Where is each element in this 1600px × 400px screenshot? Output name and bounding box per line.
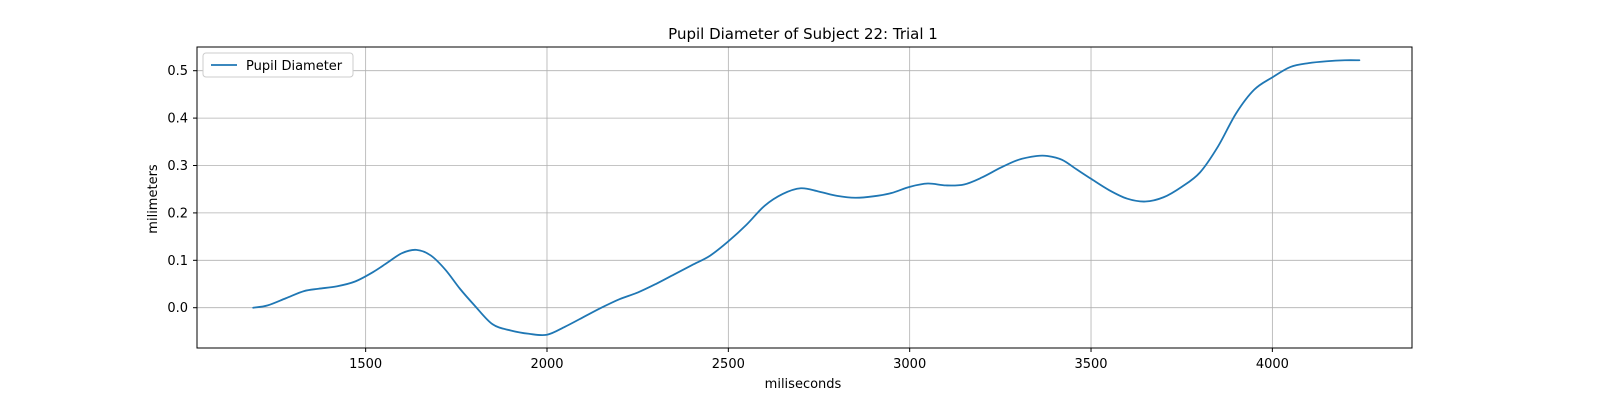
- y-axis-title: milimeters: [146, 164, 161, 234]
- x-axis-title: miliseconds: [765, 377, 842, 392]
- x-tick-label: 1500: [349, 357, 382, 372]
- x-tick-label: 2000: [530, 357, 563, 372]
- x-tick-label: 3500: [1074, 357, 1107, 372]
- series-line: [252, 59, 1361, 337]
- grid-layer: [197, 47, 1412, 348]
- x-tick-label: 3000: [893, 357, 926, 372]
- legend-label: Pupil Diameter: [246, 59, 343, 74]
- y-tick-label: 0.2: [167, 206, 188, 221]
- series-layer: [252, 59, 1361, 337]
- y-tick-label: 0.1: [167, 254, 188, 269]
- legend: Pupil Diameter: [202, 52, 354, 78]
- x-tick-label: 2500: [712, 357, 745, 372]
- y-tick-label: 0.0: [167, 301, 188, 316]
- y-tick-label: 0.3: [167, 159, 188, 174]
- chart-title: Pupil Diameter of Subject 22: Trial 1: [668, 25, 938, 43]
- y-tick-label: 0.5: [167, 64, 188, 79]
- x-tick-label: 4000: [1256, 357, 1289, 372]
- tick-layer: 1500 2000 2500 3000 3500 4000 0.0 0.1 0.2 0.3 0.4 0…: [167, 64, 1289, 372]
- legend-box: [202, 52, 354, 78]
- plot-frame: [196, 46, 1413, 349]
- y-tick-label: 0.4: [167, 112, 188, 127]
